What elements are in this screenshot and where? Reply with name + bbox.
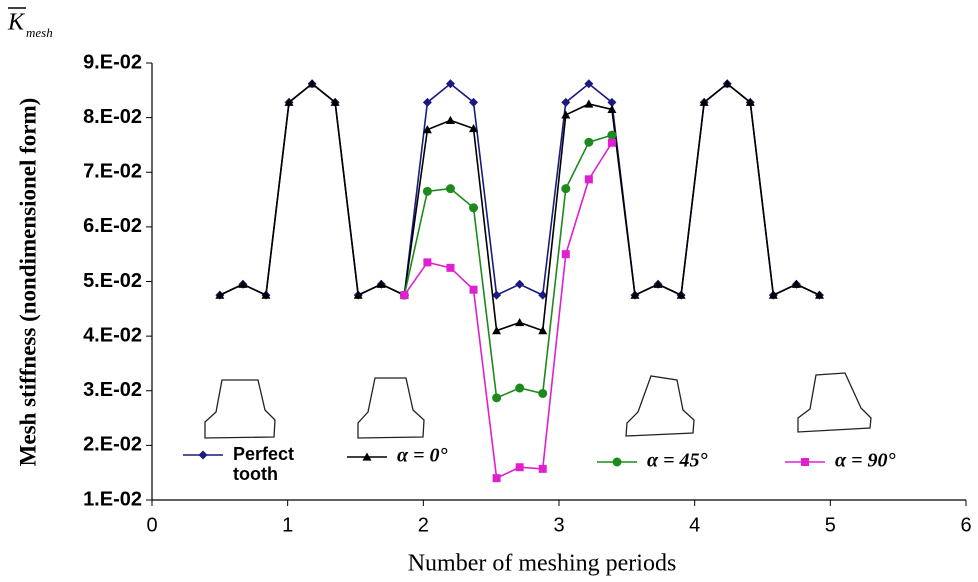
legend-item: Perfect tooth <box>183 444 294 484</box>
point <box>215 290 225 299</box>
point <box>423 258 432 267</box>
point <box>422 97 432 107</box>
x-tick-label: 3 <box>553 514 564 536</box>
point <box>561 250 570 259</box>
point <box>745 97 755 106</box>
point <box>538 464 547 473</box>
x-tick-label: 0 <box>146 514 157 536</box>
point <box>630 290 640 299</box>
tooth-sketch <box>357 377 425 439</box>
y-tick-label: 2.E-02 <box>83 434 142 456</box>
point <box>469 203 479 213</box>
x-tick-label: 1 <box>282 514 293 536</box>
point <box>561 110 571 119</box>
point <box>261 290 271 299</box>
point <box>538 388 548 398</box>
y-tick-label: 3.E-02 <box>83 379 142 401</box>
point <box>607 130 617 140</box>
series-line <box>219 82 820 297</box>
point <box>422 186 432 196</box>
point <box>469 124 479 133</box>
point <box>607 138 616 147</box>
legend-item: α = 90° <box>785 450 895 472</box>
point <box>791 279 801 288</box>
series-line <box>219 82 820 332</box>
point <box>446 263 455 272</box>
y-tick-label: 9.E-02 <box>83 51 142 73</box>
legend-label-line: Perfect <box>233 444 294 464</box>
y-symbol-base: K <box>7 10 26 36</box>
point <box>515 463 524 472</box>
x-axis-label: Number of meshing periods <box>408 551 677 577</box>
legend-label-line: tooth <box>233 464 278 484</box>
point <box>400 291 409 300</box>
point <box>445 115 455 124</box>
series-line <box>403 134 613 400</box>
point <box>376 279 386 288</box>
point <box>353 290 363 299</box>
y-tick-label: 6.E-02 <box>83 215 142 237</box>
legend-label: α = 0° <box>397 445 447 467</box>
point <box>722 79 732 88</box>
point <box>584 79 594 89</box>
point <box>561 97 571 107</box>
point <box>445 184 455 194</box>
legend-marker <box>612 457 622 467</box>
tooth-sketch <box>625 375 695 437</box>
series-line <box>403 142 613 480</box>
y-symbol-subscript: mesh <box>26 25 53 40</box>
point <box>307 79 317 88</box>
legend-marker <box>801 458 809 466</box>
point <box>561 184 571 194</box>
legend-marker <box>198 450 208 460</box>
x-tick-label: 2 <box>418 514 429 536</box>
y-tick-label: 7.E-02 <box>83 161 142 183</box>
point <box>469 97 479 107</box>
point <box>284 97 294 106</box>
point <box>768 290 778 299</box>
y-tick-label: 1.E-02 <box>83 488 142 510</box>
point <box>469 285 478 294</box>
legend-marker <box>362 452 372 461</box>
tooth-sketch <box>204 379 276 439</box>
point <box>515 383 525 393</box>
point <box>515 279 525 289</box>
legend-label: α = 90° <box>835 450 895 472</box>
point <box>422 125 432 134</box>
point <box>330 97 340 106</box>
y-axis-label: Mesh stiffness (nondimensionel form) <box>15 98 40 467</box>
point <box>538 326 548 335</box>
point <box>584 99 594 108</box>
point <box>492 326 502 335</box>
point <box>653 279 663 288</box>
y-tick-label: 4.E-02 <box>83 324 142 346</box>
point <box>445 79 455 89</box>
tooth-sketches <box>204 372 872 439</box>
legend-item: α = 0° <box>347 445 447 467</box>
point <box>515 317 525 327</box>
point <box>676 290 686 299</box>
point <box>584 137 594 147</box>
point <box>492 474 501 483</box>
x-tick-label: 5 <box>825 514 836 536</box>
y-tick-label: 8.E-02 <box>83 106 142 128</box>
point <box>492 290 502 300</box>
legend-item: α = 45° <box>597 450 707 472</box>
legend-label: Perfect tooth <box>233 444 294 484</box>
point <box>607 97 617 107</box>
point <box>538 290 548 300</box>
point <box>492 393 502 403</box>
tooth-sketch <box>797 372 872 433</box>
point <box>699 97 709 106</box>
point <box>814 290 824 299</box>
y-tick-label: 5.E-02 <box>83 270 142 292</box>
point <box>584 175 593 184</box>
y-symbol: K mesh <box>7 7 53 40</box>
legend-label: α = 45° <box>647 450 707 472</box>
x-tick-label: 4 <box>689 514 700 536</box>
x-tick-label: 6 <box>960 514 971 536</box>
point <box>607 104 617 114</box>
point <box>238 279 248 288</box>
